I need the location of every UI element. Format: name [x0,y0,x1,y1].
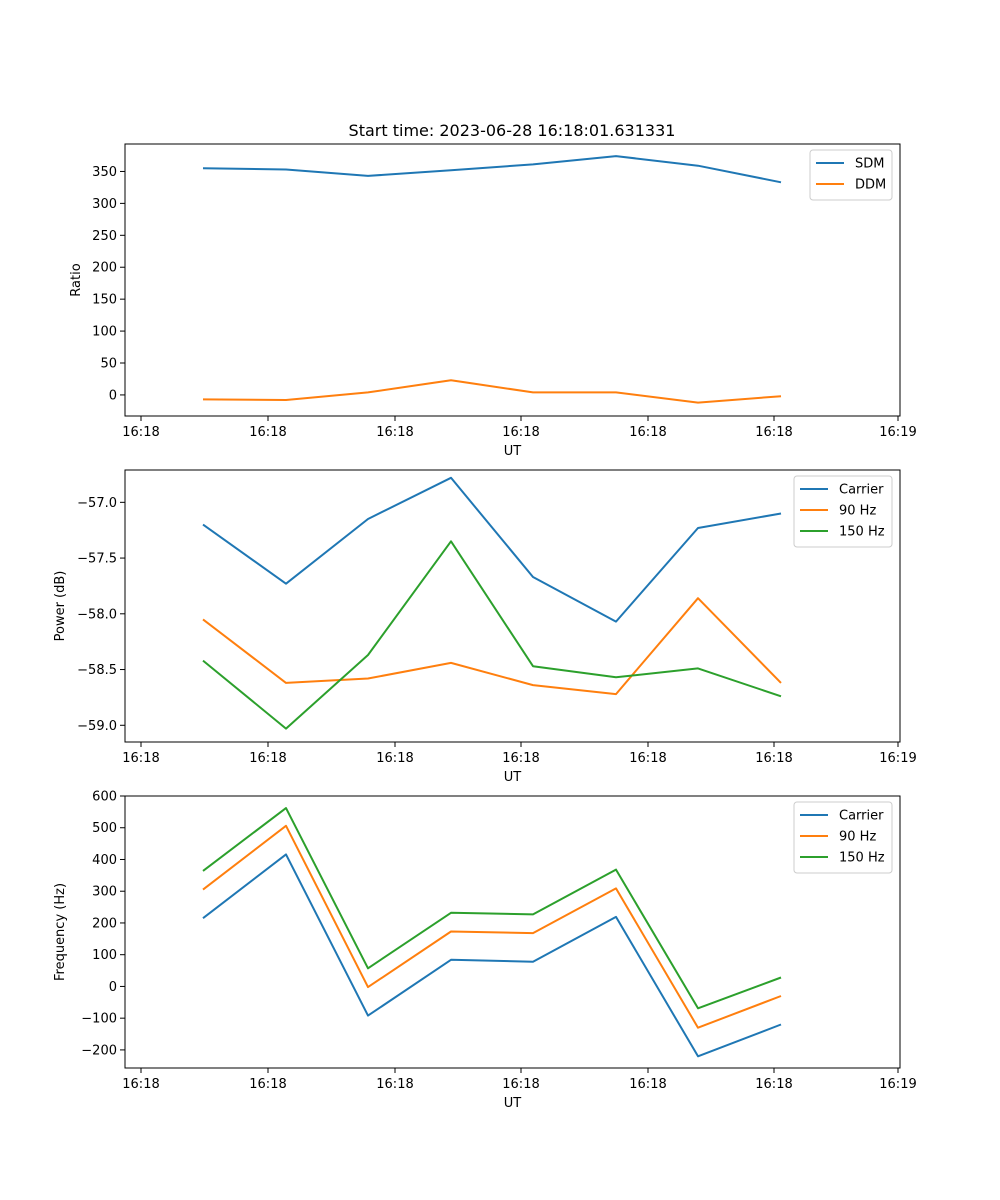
y-tick-label: 200 [92,261,117,276]
x-axis-label: UT [504,770,522,785]
y-tick-label: −58.5 [77,663,117,678]
x-tick-label: 16:18 [502,1077,539,1092]
series-line-carrier [202,476,782,623]
series-line-150-hz [202,807,782,1010]
y-tick-label: 250 [92,229,117,244]
x-tick-label: 16:18 [755,425,792,440]
y-tick-label: 300 [92,885,117,900]
x-tick-label: 16:18 [629,1077,666,1092]
plot-area-frame [124,795,901,1069]
x-tick-label: 16:18 [376,425,413,440]
legend-label: 90 Hz [839,830,876,845]
plot-area-frame [124,469,901,743]
series-line-90-hz [202,597,782,696]
x-tick-label: 16:18 [755,751,792,766]
legend-box [793,475,893,548]
y-axis-label: Frequency (Hz) [53,883,68,981]
y-tick-label: −100 [81,1012,117,1027]
x-tick-label: 16:18 [249,751,286,766]
legend-label: 150 Hz [839,525,885,540]
y-tick-label: −57.5 [77,552,117,567]
x-tick-label: 16:19 [879,1077,916,1092]
plot-area-frame [124,143,901,417]
legend-label: SDM [855,157,884,172]
y-tick-label: 300 [92,197,117,212]
legend-label: 90 Hz [839,504,876,519]
x-tick-label: 16:18 [249,1077,286,1092]
x-tick-label: 16:18 [755,1077,792,1092]
x-tick-label: 16:18 [122,1077,159,1092]
x-tick-label: 16:18 [502,425,539,440]
x-tick-label: 16:18 [376,1077,413,1092]
chart-title: Start time: 2023-06-28 16:18:01.631331 [349,121,676,140]
y-tick-label: −58.0 [77,607,117,622]
series-line-carrier [202,853,782,1058]
x-tick-label: 16:18 [122,751,159,766]
y-axis-label: Ratio [69,263,84,296]
legend-label: DDM [855,178,886,193]
legend: SDM DDM [809,149,893,201]
x-tick-label: 16:18 [249,425,286,440]
y-tick-label: −200 [81,1043,117,1058]
y-tick-label: 0 [109,980,117,995]
y-tick-label: 0 [109,388,117,403]
x-tick-label: 16:19 [879,751,916,766]
series-line-90-hz [202,824,782,1029]
series-line-sdm [202,155,782,184]
legend-label: Carrier [839,483,884,498]
y-tick-label: 600 [92,790,117,805]
y-tick-label: 500 [92,821,117,836]
legend: Carrier 90 Hz 150 Hz [793,475,893,548]
x-tick-label: 16:19 [879,425,916,440]
legend-label: Carrier [839,809,884,824]
legend-label: 150 Hz [839,851,885,866]
y-tick-label: −57.0 [77,496,117,511]
y-tick-label: 50 [100,357,117,372]
y-tick-label: 100 [92,948,117,963]
y-tick-label: 350 [92,165,117,180]
x-tick-label: 16:18 [629,751,666,766]
x-tick-label: 16:18 [502,751,539,766]
chart-panel-2: 16:18 16:18 16:18 16:18 16:18 16:18 16:19 −59.0… [53,469,917,785]
legend: Carrier 90 Hz 150 Hz [793,801,893,874]
series-line-150-hz [202,540,782,730]
y-tick-label: 150 [92,293,117,308]
x-axis-label: UT [504,1096,522,1111]
y-tick-label: 200 [92,916,117,931]
y-axis-label: Power (dB) [53,571,68,642]
x-axis-label: UT [504,444,522,459]
y-tick-label: 400 [92,853,117,868]
y-tick-label: −59.0 [77,719,117,734]
x-tick-label: 16:18 [376,751,413,766]
chart-panel-3: 16:18 16:18 16:18 16:18 16:18 16:18 16:19 −200 −… [53,790,917,1112]
x-tick-label: 16:18 [629,425,666,440]
chart-panel-1: 16:18 16:18 16:18 16:18 16:18 16:18 16:19 0 50 10… [69,143,917,459]
series-line-ddm [202,379,782,404]
legend-box [793,801,893,874]
y-tick-label: 100 [92,325,117,340]
x-tick-label: 16:18 [122,425,159,440]
